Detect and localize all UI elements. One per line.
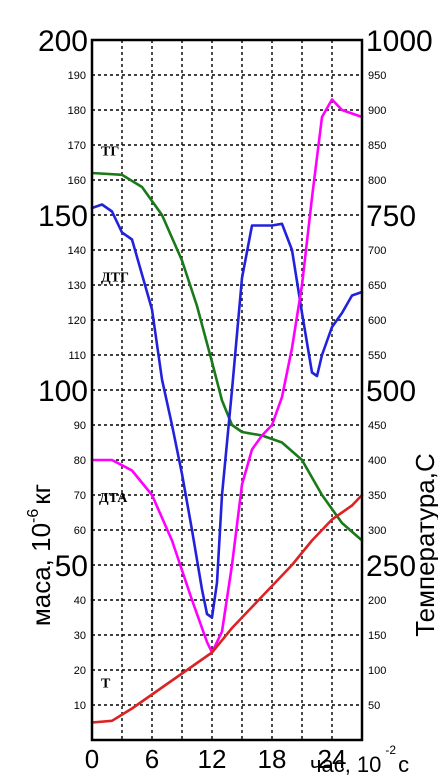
y-left-minor-tick-label: 70 xyxy=(74,490,86,502)
y-right-minor-tick-label: 950 xyxy=(368,70,386,82)
x-tick-label: 0 xyxy=(85,744,99,774)
curve-label: ДТА xyxy=(99,491,128,506)
x-label-exponent: -2 xyxy=(385,743,396,757)
y-left-minor-tick-label: 130 xyxy=(68,280,86,292)
curve-label: Т xyxy=(101,677,111,692)
y-right-major-tick-label: 1000 xyxy=(366,25,433,58)
x-tick-label: 12 xyxy=(198,744,227,774)
y-right-minor-tick-label: 350 xyxy=(368,490,386,502)
series-line xyxy=(90,203,364,619)
y-left-major-tick-label: 100 xyxy=(38,375,88,408)
series-line xyxy=(90,98,364,654)
y-left-minor-tick-label: 120 xyxy=(68,315,86,327)
y-left-minor-tick-label: 40 xyxy=(74,595,86,607)
x-tick-label: 18 xyxy=(258,744,287,774)
y-right-minor-tick-label: 900 xyxy=(368,105,386,117)
y-right-minor-tick-label: 850 xyxy=(368,140,386,152)
y-right-major-tick-label: 250 xyxy=(366,550,416,583)
y-left-minor-tick-label: 20 xyxy=(74,665,86,677)
grid xyxy=(92,40,362,740)
y-left-minor-tick-label: 30 xyxy=(74,630,86,642)
series-line xyxy=(90,493,364,724)
right-axis-ticks: 1000 750 500 250 950 900 850 800 700 650 600 550 450… xyxy=(366,25,433,712)
data-curves xyxy=(90,98,364,724)
y-right-minor-tick-label: 550 xyxy=(368,350,386,362)
y-left-minor-tick-label: 110 xyxy=(68,350,86,362)
series-line xyxy=(90,171,364,542)
y-left-major-tick-label: 150 xyxy=(38,200,88,233)
y-left-minor-tick-label: 10 xyxy=(74,700,86,712)
y-left-minor-tick-label: 180 xyxy=(68,105,86,117)
y-right-minor-tick-label: 400 xyxy=(368,455,386,467)
y-left-major-tick-label: 200 xyxy=(38,25,88,58)
y-right-minor-tick-label: 50 xyxy=(368,700,380,712)
y-left-label-exponent: -6 xyxy=(25,509,42,523)
plot-frame xyxy=(90,38,364,742)
x-label-text: час, 10 xyxy=(310,752,381,777)
y-right-minor-tick-label: 450 xyxy=(368,420,386,432)
y-left-minor-tick-label: 90 xyxy=(74,420,86,432)
y-right-minor-tick-label: 200 xyxy=(368,595,386,607)
x-tick-label: 24 xyxy=(318,744,347,774)
y-right-axis-label: Температура,С xyxy=(410,453,438,636)
y-left-minor-tick-label: 80 xyxy=(74,455,86,467)
x-label-unit: с xyxy=(398,752,409,777)
y-right-minor-tick-label: 150 xyxy=(368,630,386,642)
y-left-major-tick-label: 50 xyxy=(55,550,88,583)
y-right-minor-tick-label: 100 xyxy=(368,665,386,677)
x-tick-label: 6 xyxy=(145,744,159,774)
y-right-major-tick-label: 750 xyxy=(366,200,416,233)
y-left-minor-tick-label: 170 xyxy=(68,140,86,152)
y-right-minor-tick-label: 300 xyxy=(368,525,386,537)
left-axis-ticks: 200 150 100 50 190 180 170 160 140 130 120 110 90 80 7… xyxy=(38,25,88,712)
y-left-minor-tick-label: 140 xyxy=(68,245,86,257)
curve-label: ДТГ xyxy=(101,271,129,286)
x-axis-ticks: 0 6 12 18 24 xyxy=(85,744,347,774)
y-right-major-tick-label: 500 xyxy=(366,375,416,408)
plot-border xyxy=(90,38,364,742)
y-left-minor-tick-label: 190 xyxy=(68,70,86,82)
y-left-minor-tick-label: 60 xyxy=(74,525,86,537)
y-right-minor-tick-label: 700 xyxy=(368,245,386,257)
curve-label: ТГ xyxy=(101,145,119,160)
curve-labels: ТГ ДТГ ДТА Т xyxy=(99,145,129,692)
y-right-minor-tick-label: 600 xyxy=(368,315,386,327)
y-right-minor-tick-label: 650 xyxy=(368,280,386,292)
y-left-label-text: маса, 10 xyxy=(26,523,56,626)
y-left-axis-label: маса, 10-6 кг xyxy=(25,484,56,626)
x-axis-label: час, 10 -2с xyxy=(310,743,409,777)
y-right-minor-tick-label: 800 xyxy=(368,175,386,187)
y-left-label-unit: кг xyxy=(26,484,56,505)
y-left-minor-tick-label: 160 xyxy=(68,175,86,187)
